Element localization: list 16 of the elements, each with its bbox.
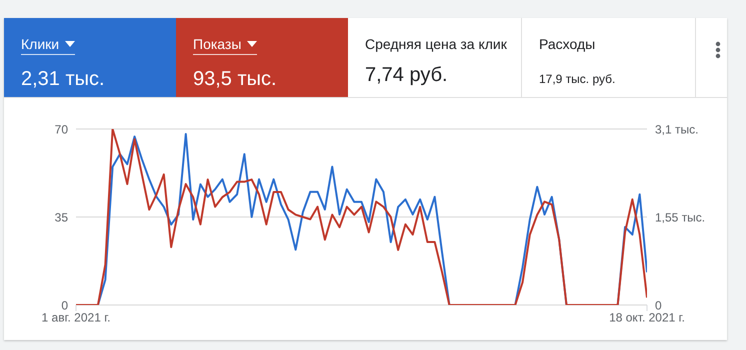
text: 7,74 руб.	[365, 64, 449, 87]
y-tick-label: 35	[54, 210, 68, 224]
y2-tick-label: 1,55 тыс.	[655, 210, 706, 224]
text: 2,31 тыс.	[21, 68, 106, 91]
text: Расходы	[539, 36, 596, 52]
text: 17,9 тыс. руб.	[539, 72, 616, 86]
y-tick-label: 0	[61, 298, 68, 312]
text: Средняя цена за клик	[365, 36, 508, 52]
y2-tick-label: 3,1 тыс.	[655, 122, 698, 136]
y2-tick-label: 0	[655, 298, 662, 312]
text: 93,5 тыс.	[193, 68, 278, 91]
y-tick-label: 70	[54, 122, 68, 136]
text: Клики	[21, 36, 60, 52]
x-tick-label: 18 окт. 2021 г.	[609, 310, 685, 325]
x-tick-label: 1 авг. 2021 г.	[42, 310, 110, 325]
text: Показы	[193, 36, 242, 52]
